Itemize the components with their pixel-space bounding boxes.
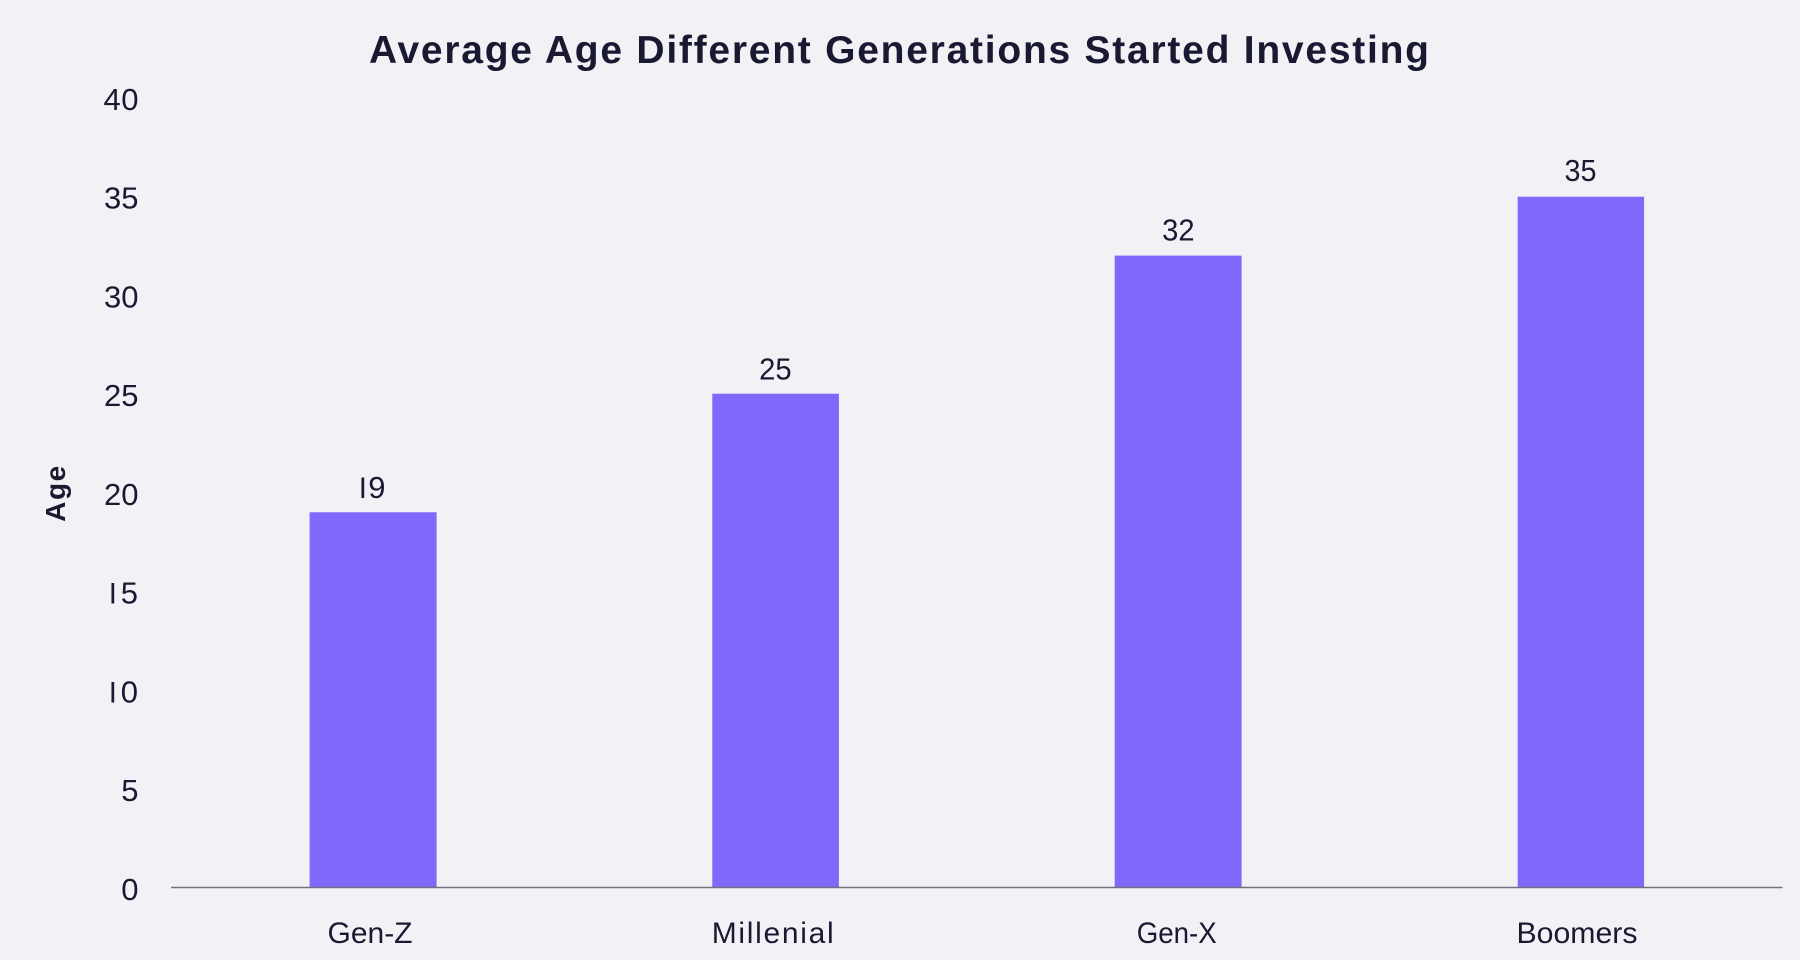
svg-text:Age: Age	[40, 464, 71, 522]
svg-text:20: 20	[104, 477, 138, 512]
svg-text:35: 35	[1565, 153, 1597, 188]
svg-text:Gen-Z: Gen-Z	[327, 917, 412, 950]
svg-text:30: 30	[104, 279, 138, 314]
svg-text:Millenial: Millenial	[712, 917, 834, 950]
svg-text:25: 25	[104, 378, 138, 413]
svg-text:I5: I5	[109, 576, 138, 611]
svg-text:Boomers: Boomers	[1517, 917, 1638, 950]
svg-text:35: 35	[104, 181, 138, 216]
svg-text:40: 40	[104, 82, 139, 117]
svg-text:I0: I0	[109, 674, 138, 709]
svg-text:0: 0	[121, 872, 138, 907]
svg-text:Gen-X: Gen-X	[1137, 917, 1217, 950]
svg-text:5: 5	[121, 773, 138, 808]
svg-text:32: 32	[1162, 213, 1195, 248]
svg-text:I9: I9	[359, 470, 386, 505]
svg-text:Average Age Different Generati: Average Age Different Generations Starte…	[369, 29, 1429, 72]
svg-text:25: 25	[759, 352, 792, 387]
